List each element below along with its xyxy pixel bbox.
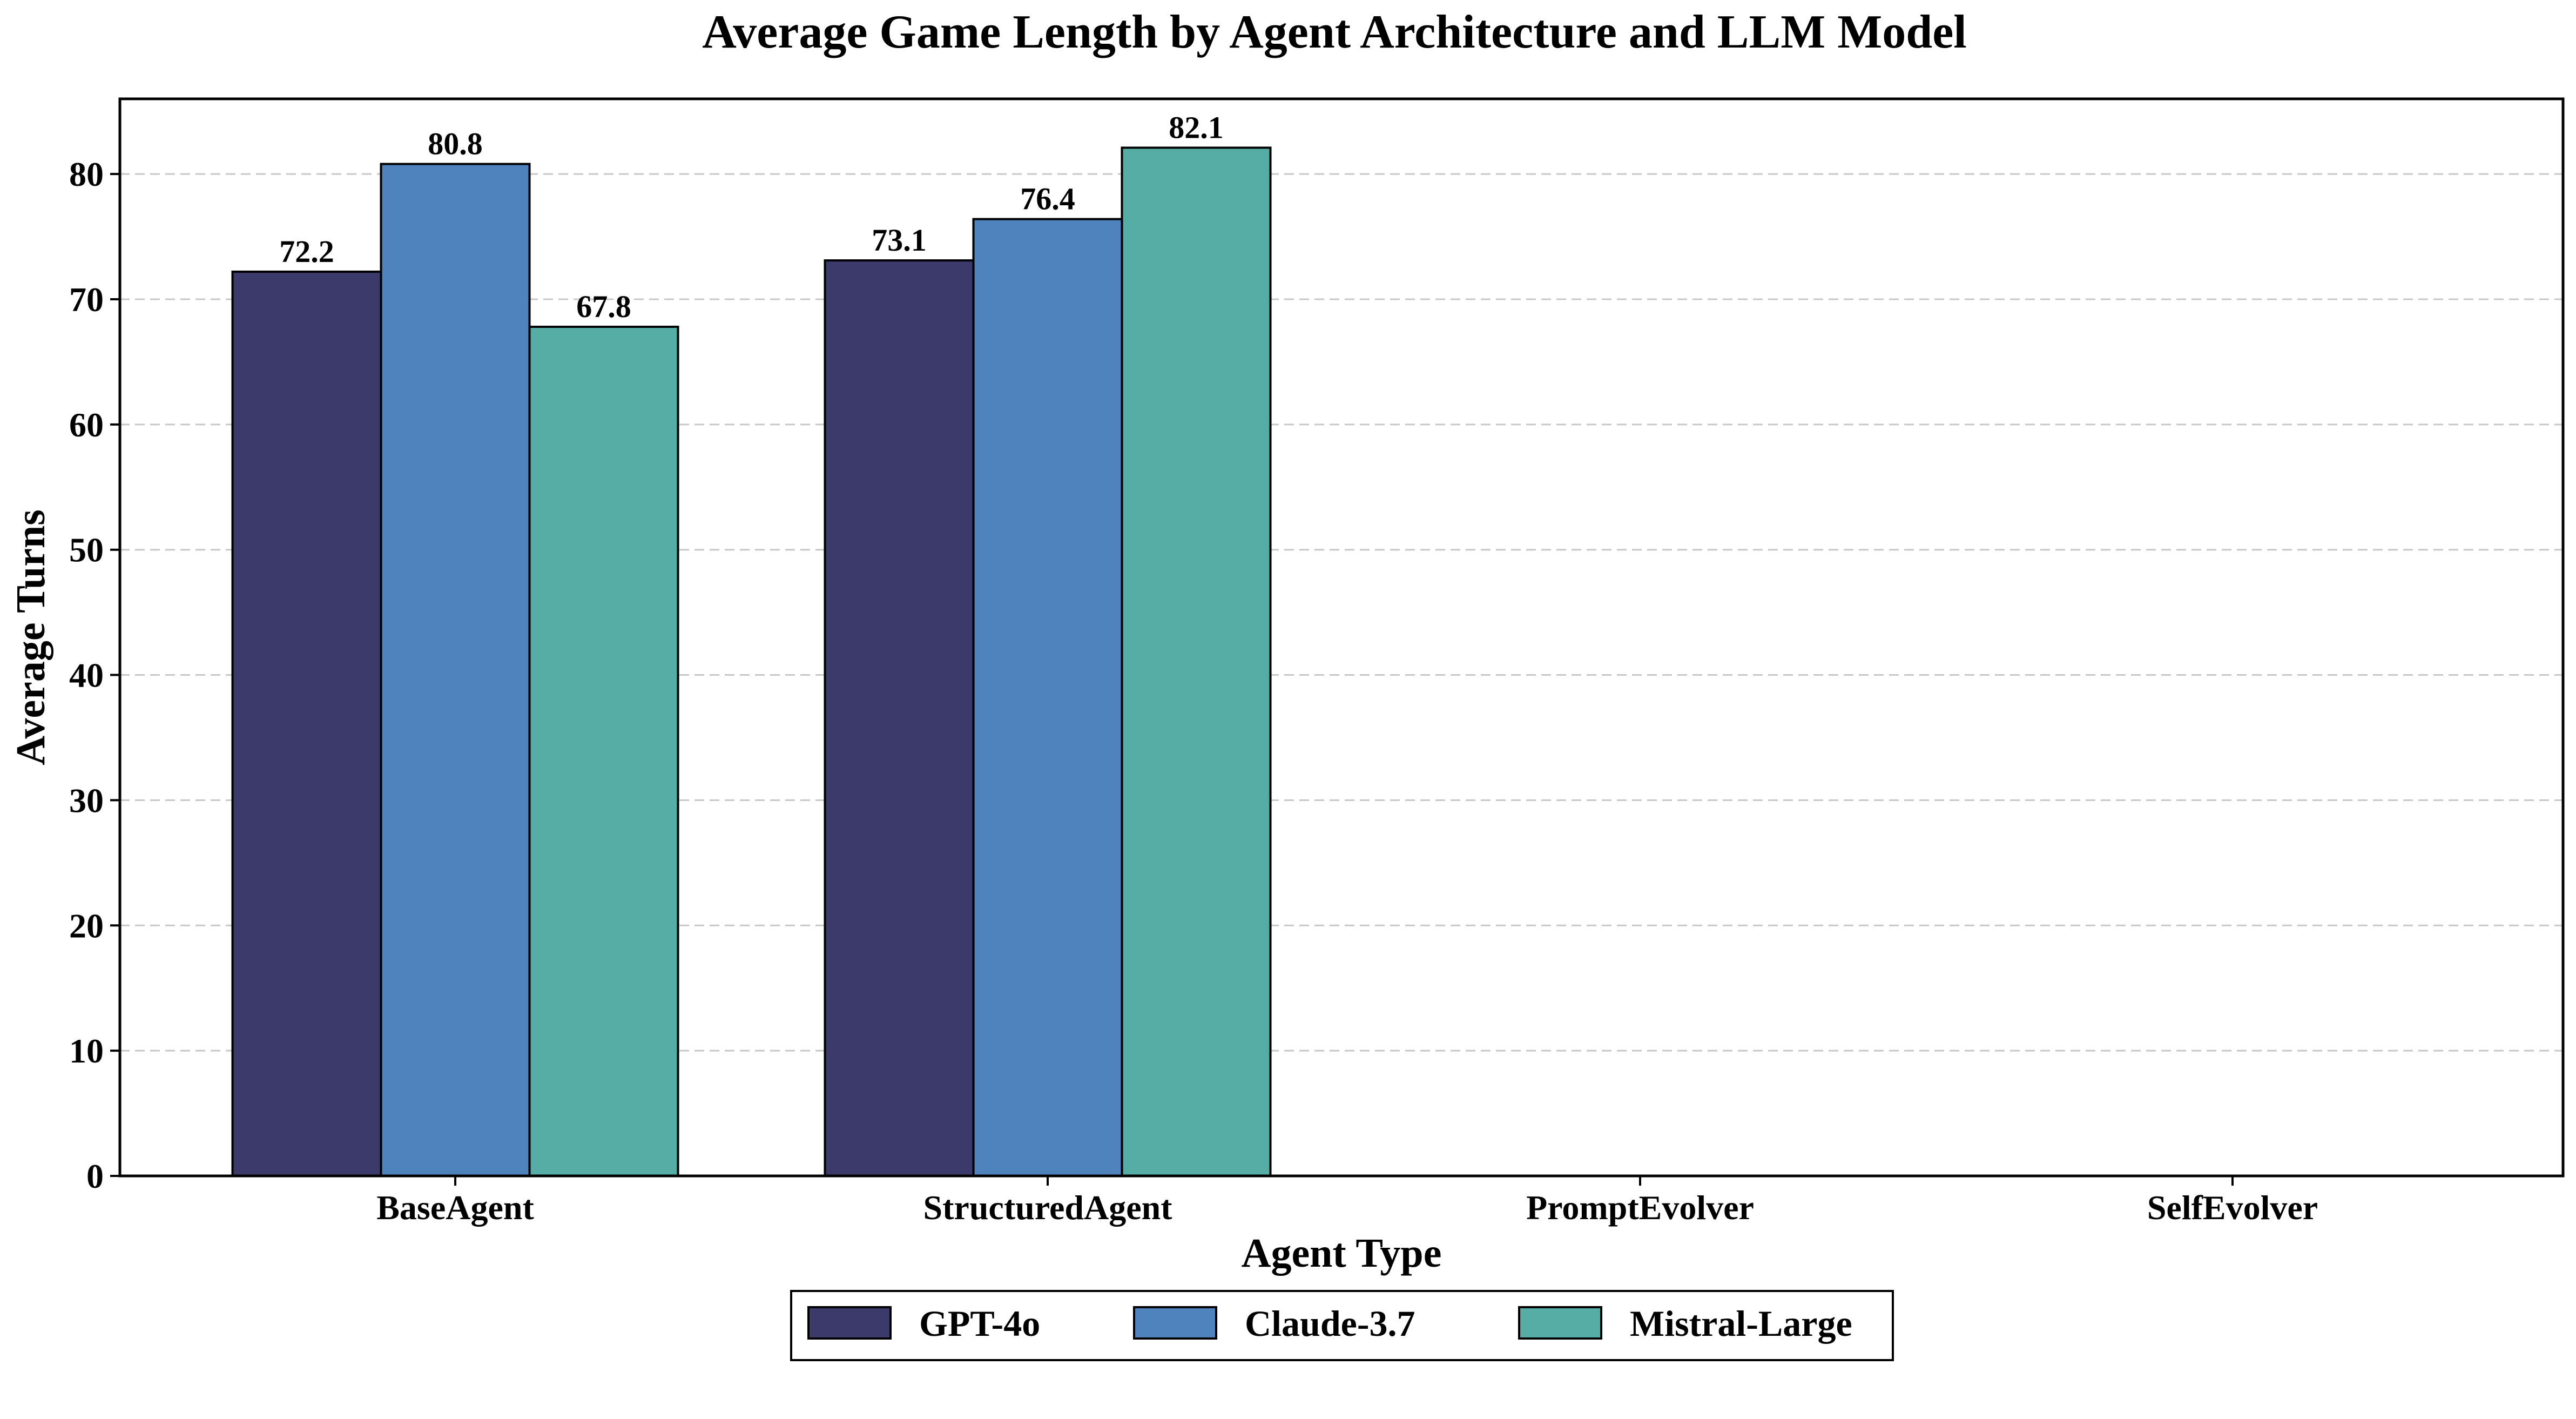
legend-swatch bbox=[1133, 1306, 1217, 1340]
legend-swatch bbox=[807, 1306, 892, 1340]
bar-value-label: 82.1 bbox=[1169, 110, 1224, 145]
legend-label: GPT-4o bbox=[919, 1303, 1040, 1344]
bar bbox=[1121, 146, 1272, 1178]
y-tick-label: 70 bbox=[69, 280, 104, 319]
y-tick-label: 10 bbox=[69, 1032, 104, 1070]
y-axis-label: Average Turns bbox=[8, 509, 53, 765]
bar-value-label: 80.8 bbox=[428, 126, 483, 162]
x-tick-label: BaseAgent bbox=[376, 1188, 534, 1227]
y-tick-label: 0 bbox=[86, 1157, 104, 1195]
legend-swatch bbox=[1518, 1306, 1602, 1340]
y-tick-label: 60 bbox=[69, 406, 104, 444]
x-axis-label: Agent Type bbox=[1242, 1230, 1442, 1276]
y-tick-label: 20 bbox=[69, 906, 104, 945]
bar-labels: 72.2 80.8 67.8 73.1 76.4 82.1 bbox=[279, 110, 1224, 324]
bar bbox=[380, 163, 531, 1178]
legend-label: Claude-3.7 bbox=[1245, 1303, 1415, 1344]
y-tick-label: 50 bbox=[69, 531, 104, 569]
bar bbox=[528, 325, 679, 1177]
x-tick-label: PromptEvolver bbox=[1526, 1188, 1754, 1227]
x-tick-label: StructuredAgent bbox=[923, 1188, 1173, 1227]
bar-value-label: 76.4 bbox=[1020, 181, 1075, 217]
plot-area-frame bbox=[118, 97, 2565, 1178]
bar-value-label: 72.2 bbox=[279, 234, 334, 269]
grid bbox=[120, 173, 2563, 1052]
chart-title: Average Game Length by Agent Architectur… bbox=[702, 6, 1967, 58]
bar-value-label: 73.1 bbox=[872, 223, 927, 258]
x-tick-label: SelfEvolver bbox=[2147, 1188, 2318, 1227]
bar-value-label: 67.8 bbox=[576, 289, 631, 324]
bar bbox=[231, 270, 382, 1178]
y-tick-label: 80 bbox=[69, 155, 104, 193]
legend-frame bbox=[790, 1290, 1894, 1361]
bar bbox=[972, 218, 1123, 1177]
legend-label: Mistral-Large bbox=[1630, 1303, 1852, 1344]
y-axis: 0 10 20 30 40 50 60 70 80 bbox=[69, 155, 120, 1195]
legend: GPT-4o Claude-3.7 Mistral-Large bbox=[790, 1290, 1894, 1361]
bar bbox=[824, 259, 975, 1178]
y-tick-label: 30 bbox=[69, 781, 104, 819]
x-axis: BaseAgent StructuredAgent PromptEvolver Sel… bbox=[376, 1176, 2318, 1227]
y-tick-label: 40 bbox=[69, 656, 104, 695]
